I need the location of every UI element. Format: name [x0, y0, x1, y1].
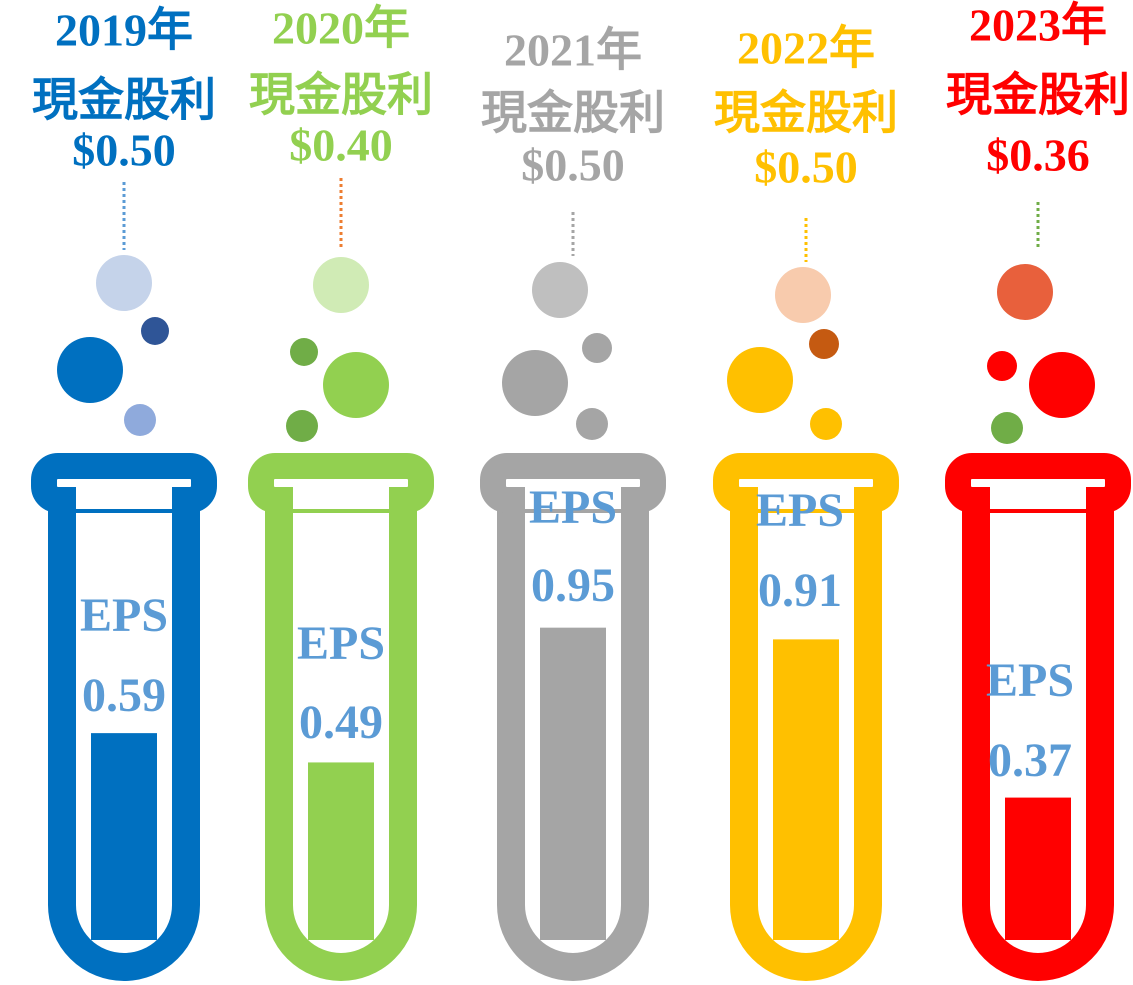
- tube-neck: [525, 479, 621, 509]
- dividend-value: $0.50: [754, 142, 858, 193]
- tube-neck: [76, 479, 172, 509]
- dividend-title: 現金股利: [32, 75, 216, 126]
- bubble: [532, 262, 588, 318]
- bubble: [323, 352, 389, 418]
- dividend-title: 現金股利: [481, 88, 665, 139]
- bubble: [997, 264, 1053, 320]
- tube-neck: [990, 479, 1086, 509]
- bubble: [141, 317, 169, 345]
- bubble: [810, 408, 842, 440]
- eps-fill: [1005, 797, 1071, 940]
- eps-value: 0.59: [82, 669, 166, 722]
- dividend-value: $0.40: [289, 120, 393, 171]
- dividend-value: $0.50: [521, 140, 625, 191]
- eps-fill: [540, 627, 606, 940]
- bubble: [57, 337, 123, 403]
- eps-fill: [308, 762, 374, 940]
- eps-value: 0.91: [758, 564, 842, 617]
- dividend-title: 現金股利: [714, 88, 898, 139]
- tube-neck: [758, 479, 854, 509]
- eps-label: EPS: [297, 617, 385, 670]
- year-label: 2019年: [55, 5, 193, 56]
- bubble: [987, 351, 1017, 381]
- bubble: [582, 333, 612, 363]
- bubble: [313, 257, 369, 313]
- bubble: [727, 347, 793, 413]
- bubble: [775, 267, 831, 323]
- bubble: [991, 412, 1023, 444]
- bubble: [809, 329, 839, 359]
- eps-value: 0.37: [988, 734, 1072, 787]
- eps-value: 0.49: [299, 696, 383, 749]
- eps-label: EPS: [986, 654, 1074, 707]
- bubble: [502, 350, 568, 416]
- eps-value: 0.95: [531, 559, 615, 612]
- dividend-title: 現金股利: [249, 70, 433, 121]
- bubble: [1029, 352, 1095, 418]
- bubble: [124, 404, 156, 436]
- eps-fill: [773, 639, 839, 940]
- year-label: 2021年: [504, 25, 642, 76]
- year-label: 2023年: [969, 0, 1107, 51]
- tube-neck: [293, 479, 389, 509]
- eps-label: EPS: [80, 589, 168, 642]
- eps-fill: [91, 733, 157, 940]
- dividend-value: $0.36: [986, 130, 1090, 181]
- eps-label: EPS: [756, 484, 844, 537]
- dividend-value: $0.50: [72, 125, 176, 176]
- year-label: 2022年: [737, 23, 875, 74]
- eps-label: EPS: [529, 481, 617, 534]
- bubble: [290, 338, 318, 366]
- bubble: [576, 408, 608, 440]
- dividend-title: 現金股利: [946, 70, 1130, 121]
- year-label: 2020年: [272, 3, 410, 54]
- bubble: [96, 255, 152, 311]
- bubble: [286, 410, 318, 442]
